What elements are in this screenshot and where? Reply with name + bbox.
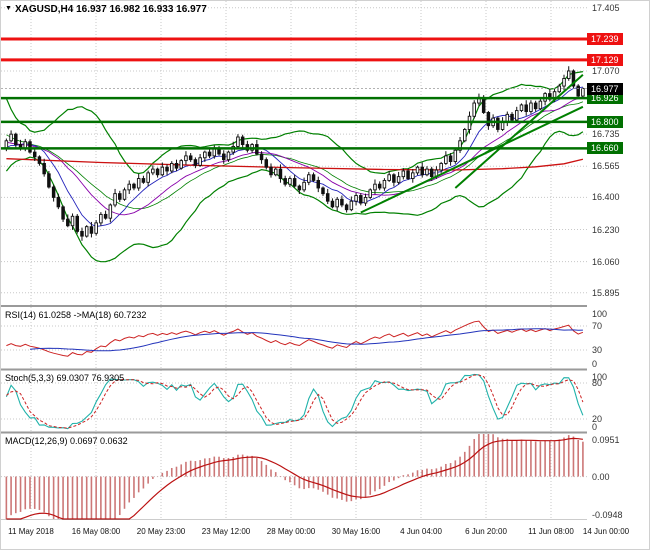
macd-histogram (5, 434, 584, 519)
level-lines (1, 37, 587, 150)
stoch-tick-label: 80 (592, 378, 603, 388)
stoch-indicator-label: Stoch(5,3,3) 69.0307 76.9305 (5, 373, 125, 383)
rsi-tick-label: 70 (592, 321, 603, 331)
last-price-badge: 16.977 (587, 82, 623, 95)
price-level-badge: 16.800 (587, 115, 623, 128)
stochastic-lines (5, 373, 584, 430)
macd-tick-label: 0.0951 (592, 435, 620, 445)
macd-indicator-label: MACD(12,26,9) 0.0697 0.0632 (5, 436, 128, 446)
time-tick-label: 6 Jun 20:00 (465, 527, 507, 536)
price-tick-label: 16.230 (592, 224, 620, 235)
rsi-tick-label: 100 (592, 309, 608, 319)
time-tick-label: 30 May 16:00 (331, 527, 381, 536)
price-level-badge: 16.926 (587, 92, 623, 105)
price-level-badge: 17.239 (587, 33, 623, 46)
chart-dropdown-icon[interactable]: ▼ (5, 5, 12, 12)
ohlc-values: 16.937 16.982 16.933 16.977 (76, 4, 207, 15)
trendlines (360, 73, 584, 214)
price-level-badge: 16.660 (587, 142, 623, 155)
rsi-lines (6, 320, 584, 357)
time-tick-label: 23 May 12:00 (201, 527, 251, 536)
time-tick-label: 4 Jun 04:00 (400, 527, 442, 536)
price-tick-label: 16.735 (592, 129, 620, 140)
time-tick-label: 20 May 23:00 (136, 527, 186, 536)
price-tick-label: 16.060 (592, 256, 620, 267)
time-tick-label: 11 Jun 08:00 (528, 527, 574, 536)
price-tick-label: 16.565 (592, 161, 620, 172)
rsi-tick-label: 0 (592, 359, 598, 369)
time-axis[interactable]: 11 May 2018 16 May 08:00 20 May 23:00 23 Ma… (1, 520, 649, 549)
macd-tick-label: -0.0948 (592, 510, 623, 520)
time-tick-label: 14 Jun 00:00 (582, 527, 630, 536)
stoch-tick-label: 100 (592, 372, 608, 382)
moving-averages (6, 86, 584, 227)
price-level-badge: 17.129 (587, 53, 623, 66)
rsi-tick-label: 30 (592, 345, 603, 355)
symbol-overlay: ▼ XAGUSD,H4 16.937 16.982 16.933 16.977 (5, 4, 207, 15)
candles-layer (4, 66, 585, 241)
time-tick-label: 11 May 2018 (8, 527, 54, 536)
stoch-tick-label: 0 (592, 422, 598, 432)
price-tick-label: 16.400 (592, 192, 620, 203)
macd-signal-line (6, 437, 583, 520)
price-axis[interactable]: 17.405 17.070 16.735 16.565 16.400 16.230 16.0… (587, 1, 649, 520)
price-tick-label: 17.070 (592, 65, 620, 76)
rsi-indicator-label: RSI(14) 61.0258 ->MA(18) 60.7232 (5, 310, 147, 320)
price-tick-label: 17.405 (592, 2, 620, 13)
symbol-label: XAGUSD,H4 (14, 4, 74, 15)
time-tick-label: 16 May 08:00 (71, 527, 121, 536)
stoch-tick-label: 20 (592, 414, 603, 424)
price-tick-label: 15.895 (592, 287, 620, 298)
time-tick-label: 28 May 00:00 (266, 527, 316, 536)
macd-tick-label: 0.00 (592, 471, 610, 482)
